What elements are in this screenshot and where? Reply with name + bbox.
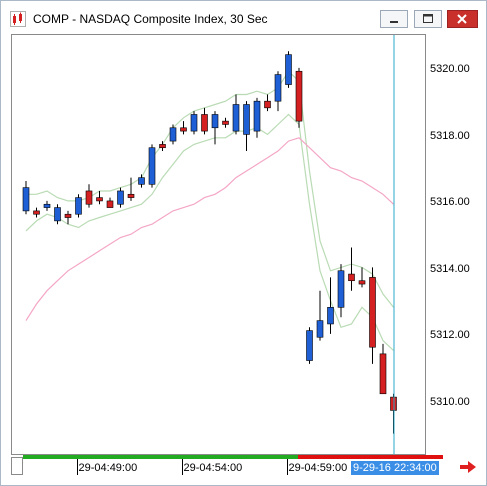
price-tick-label: 5318.00 xyxy=(430,129,470,142)
candle-down xyxy=(201,114,208,132)
candle-up xyxy=(316,320,324,338)
candle-down xyxy=(379,353,387,395)
candle-up xyxy=(169,127,177,142)
candle-down xyxy=(159,144,166,149)
price-tick-label: 5314.00 xyxy=(430,262,470,275)
scroll-right-arrow-icon[interactable] xyxy=(459,459,477,475)
candle-up xyxy=(117,190,124,205)
candle-up xyxy=(148,147,156,185)
price-axis: 5320.00 5318.00 5316.00 5314.00 5312.00 5310.… xyxy=(426,34,486,455)
time-tick-label: 29-04:59:00 xyxy=(288,462,348,474)
candle-down xyxy=(358,280,366,285)
time-tick-mark xyxy=(286,459,288,475)
title-bar[interactable]: COMP - NASDAQ Composite Index, 30 Sec xyxy=(1,1,486,34)
timeline-bar xyxy=(23,455,443,459)
candle-up xyxy=(75,197,82,215)
candle-up xyxy=(211,114,219,129)
minimize-icon xyxy=(390,21,398,23)
chart-app-icon xyxy=(10,11,26,27)
time-axis: 29-04:49:00 29-04:54:00 29-04:59:00 xyxy=(23,455,443,477)
timeline-segment xyxy=(298,455,443,459)
candle-down xyxy=(85,190,93,205)
candle-down xyxy=(369,277,376,348)
candle-down xyxy=(180,127,187,132)
candle-down xyxy=(106,200,114,208)
candle-down xyxy=(64,213,72,218)
candle-up xyxy=(43,203,51,208)
candle-up xyxy=(253,100,261,132)
time-tick-label: 29-04:54:00 xyxy=(183,462,243,474)
scroll-left-box[interactable] xyxy=(11,457,23,475)
cursor-time-label: 9-29-16 22:34:00 xyxy=(351,461,439,475)
candle-down xyxy=(33,210,40,215)
candle-down xyxy=(222,120,229,125)
candle-up xyxy=(243,104,250,135)
candle-down xyxy=(96,197,103,202)
window-title: COMP - NASDAQ Composite Index, 30 Sec xyxy=(33,12,268,26)
candle-up xyxy=(190,114,198,132)
candle-down xyxy=(348,273,355,282)
timeline-segment xyxy=(23,455,298,459)
candle-down xyxy=(295,70,303,122)
close-icon xyxy=(457,14,467,24)
candle-up xyxy=(285,54,292,85)
price-tick-label: 5312.00 xyxy=(430,329,470,342)
time-tick-mark xyxy=(181,459,183,475)
minimize-button[interactable] xyxy=(380,10,408,28)
candle-up xyxy=(22,187,30,212)
candle-up xyxy=(232,104,240,132)
restore-icon xyxy=(423,14,433,23)
restore-button[interactable] xyxy=(414,10,442,28)
candle-down xyxy=(264,100,271,109)
price-tick-label: 5316.00 xyxy=(430,196,470,209)
candlestick-plot xyxy=(22,35,397,454)
candle-up xyxy=(274,74,282,102)
time-tick-mark xyxy=(76,459,78,475)
candle-up xyxy=(138,177,145,185)
candle-up xyxy=(306,330,313,361)
candle-down xyxy=(127,193,135,198)
band-lower-line xyxy=(25,113,394,351)
candle-up xyxy=(337,270,345,308)
time-tick-label: 29-04:49:00 xyxy=(78,462,138,474)
price-tick-label: 5310.00 xyxy=(430,395,470,408)
plot-area[interactable] xyxy=(11,34,426,455)
candle-up xyxy=(327,307,334,325)
moving-average-line xyxy=(25,137,394,321)
close-button[interactable] xyxy=(447,10,478,28)
candle-up xyxy=(54,207,61,222)
price-tick-label: 5320.00 xyxy=(430,63,470,76)
